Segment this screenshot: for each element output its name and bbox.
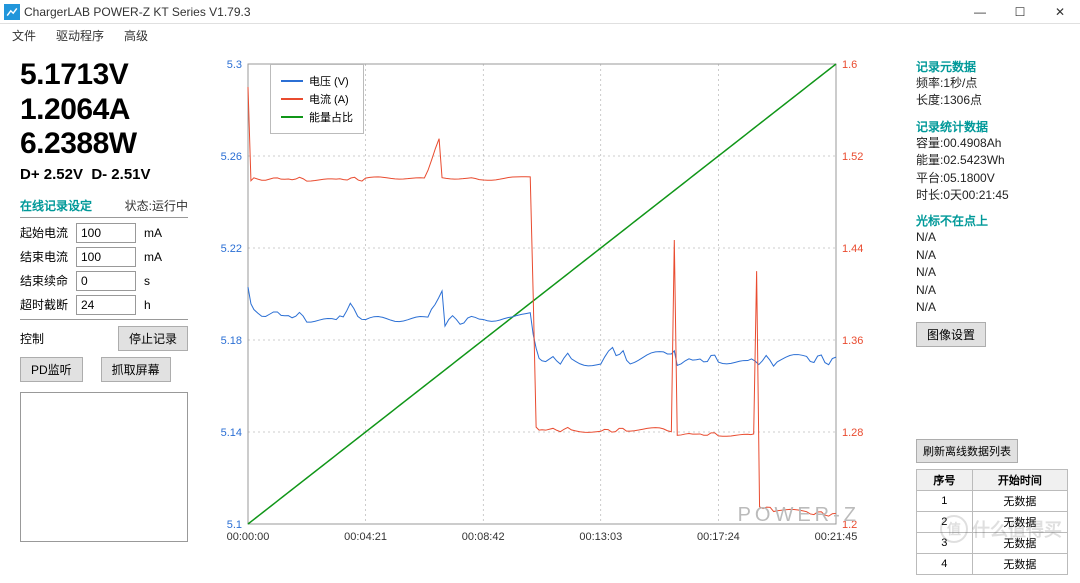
table-row[interactable]: 4无数据 [917, 554, 1068, 575]
end-current-label: 结束电流 [20, 248, 76, 265]
svg-text:00:17:24: 00:17:24 [697, 531, 740, 543]
svg-text:5.26: 5.26 [221, 151, 242, 163]
capture-screen-button[interactable]: 抓取屏幕 [101, 357, 171, 382]
maximize-button[interactable]: ☐ [1000, 0, 1040, 24]
stats-title: 记录统计数据 [916, 118, 1068, 135]
app-icon [4, 4, 20, 20]
svg-text:1.52: 1.52 [842, 151, 863, 163]
table-col-index: 序号 [917, 470, 973, 491]
menu-file[interactable]: 文件 [12, 27, 36, 44]
chart-area[interactable]: 5.15.145.185.225.265.31.21.281.361.441.5… [200, 46, 910, 583]
stats-capacity: 容量:00.4908Ah [916, 135, 1068, 152]
refresh-offline-button[interactable]: 刷新离线数据列表 [916, 439, 1018, 463]
image-settings-button[interactable]: 图像设置 [916, 322, 986, 347]
minimize-button[interactable]: — [960, 0, 1000, 24]
close-button[interactable]: ✕ [1040, 0, 1080, 24]
table-col-time: 开始时间 [972, 470, 1067, 491]
stats-energy: 能量:02.5423Wh [916, 152, 1068, 169]
pd-monitor-button[interactable]: PD监听 [20, 357, 83, 382]
svg-text:00:21:45: 00:21:45 [815, 531, 858, 543]
cursor-na-4: N/A [916, 282, 1068, 299]
data-line-readings: D+ 2.52V D- 2.51V [20, 166, 188, 183]
control-label: 控制 [20, 330, 44, 347]
voltage-reading: 5.1713V [20, 58, 188, 93]
end-current-input[interactable] [76, 247, 136, 267]
table-row[interactable]: 1无数据 [917, 491, 1068, 512]
powerz-watermark: POWER-Z [738, 504, 860, 527]
meta-freq: 频率:1秒/点 [916, 75, 1068, 92]
stop-record-button[interactable]: 停止记录 [118, 326, 188, 351]
cursor-na-5: N/A [916, 299, 1068, 316]
svg-text:5.18: 5.18 [221, 335, 242, 347]
window-title: ChargerLAB POWER-Z KT Series V1.79.3 [24, 5, 960, 19]
svg-text:1.36: 1.36 [842, 335, 863, 347]
svg-text:1.44: 1.44 [842, 243, 863, 255]
svg-text:5.14: 5.14 [221, 427, 242, 439]
start-current-label: 起始电流 [20, 224, 76, 241]
svg-text:5.22: 5.22 [221, 243, 242, 255]
svg-text:00:04:21: 00:04:21 [344, 531, 387, 543]
svg-text:1.28: 1.28 [842, 427, 863, 439]
record-status: 状态:运行中 [125, 197, 188, 214]
current-reading: 1.2064A [20, 93, 188, 128]
svg-text:1.6: 1.6 [842, 59, 857, 71]
timeout-label: 超时截断 [20, 296, 76, 313]
start-current-input[interactable] [76, 223, 136, 243]
end-continue-label: 结束续命 [20, 272, 76, 289]
cursor-na-2: N/A [916, 247, 1068, 264]
title-bar: ChargerLAB POWER-Z KT Series V1.79.3 — ☐… [0, 0, 1080, 24]
svg-text:00:08:42: 00:08:42 [462, 531, 505, 543]
cursor-na-3: N/A [916, 264, 1068, 281]
menu-bar: 文件 驱动程序 高级 [0, 24, 1080, 46]
cursor-title: 光标不在点上 [916, 212, 1068, 229]
left-panel: 5.1713V 1.2064A 6.2388W D+ 2.52V D- 2.51… [0, 46, 200, 583]
meta-title: 记录元数据 [916, 58, 1068, 75]
site-watermark: 值 什么值得买 [940, 515, 1062, 543]
right-panel: 记录元数据 频率:1秒/点 长度:1306点 记录统计数据 容量:00.4908… [910, 46, 1080, 583]
menu-driver[interactable]: 驱动程序 [56, 27, 104, 44]
cursor-na-1: N/A [916, 229, 1068, 246]
svg-text:00:13:03: 00:13:03 [579, 531, 622, 543]
record-settings-title: 在线记录设定 [20, 197, 92, 214]
menu-advanced[interactable]: 高级 [124, 27, 148, 44]
stats-platform: 平台:05.1800V [916, 170, 1068, 187]
end-continue-input[interactable] [76, 271, 136, 291]
stats-duration: 时长:0天00:21:45 [916, 187, 1068, 204]
svg-text:5.1: 5.1 [227, 519, 242, 531]
chart-legend: 电压 (V)电流 (A)能量占比 [270, 64, 364, 134]
timeout-input[interactable] [76, 295, 136, 315]
svg-text:00:00:00: 00:00:00 [227, 531, 270, 543]
meta-length: 长度:1306点 [916, 92, 1068, 109]
power-reading: 6.2388W [20, 127, 188, 162]
svg-text:5.3: 5.3 [227, 59, 242, 71]
preview-box [20, 392, 188, 542]
